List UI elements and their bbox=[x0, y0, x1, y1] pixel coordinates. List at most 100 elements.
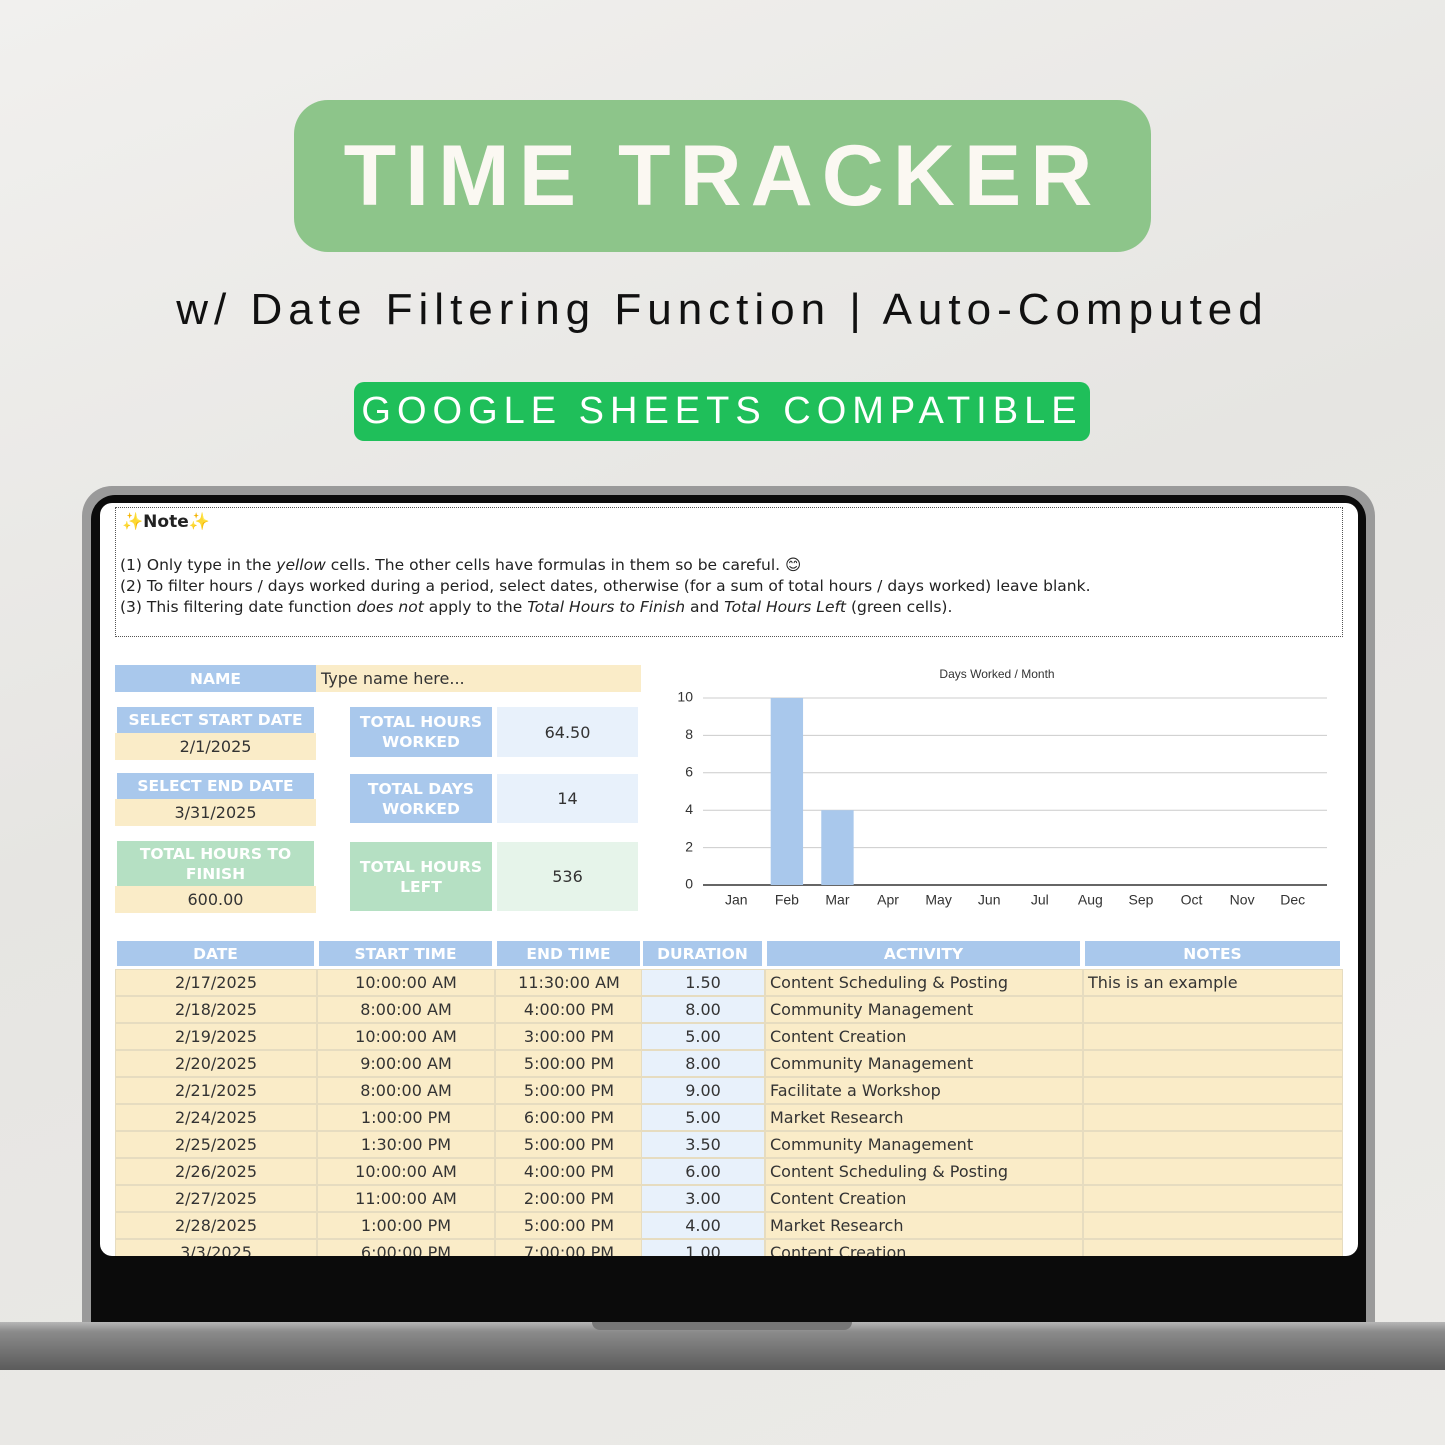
hours-left-label: TOTAL HOURS LEFT bbox=[350, 842, 492, 911]
table-cell: 4:00:00 PM bbox=[495, 996, 643, 1023]
note-text: (green cells). bbox=[846, 598, 953, 616]
table-cell: 11:00:00 AM bbox=[317, 1185, 495, 1212]
table-cell: 2/20/2025 bbox=[115, 1050, 317, 1077]
days-label: TOTAL DAYS WORKED bbox=[350, 774, 492, 823]
table-cell: 9:00:00 AM bbox=[317, 1050, 495, 1077]
chart-title: Days Worked / Month bbox=[939, 667, 1054, 681]
column-header: ACTIVITY bbox=[767, 941, 1080, 966]
name-value[interactable]: Type name here... bbox=[316, 665, 641, 692]
table-cell: 10:00:00 AM bbox=[317, 1158, 495, 1185]
column-header: DURATION bbox=[643, 941, 762, 966]
table-cell: 5:00:00 PM bbox=[495, 1050, 643, 1077]
table-cell: 5:00:00 PM bbox=[495, 1077, 643, 1104]
table-cell: 2/18/2025 bbox=[115, 996, 317, 1023]
table-cell: 2/26/2025 bbox=[115, 1158, 317, 1185]
x-tick-label: Jun bbox=[978, 892, 1001, 908]
start-value[interactable]: 2/1/2025 bbox=[115, 733, 316, 760]
table-cell: 1:00:00 PM bbox=[317, 1104, 495, 1131]
table-cell: Community Management bbox=[765, 1050, 1083, 1077]
note-box: ✨Note✨ (1) Only type in the yellow cells… bbox=[115, 507, 1343, 637]
note-line: (3) This filtering date function does no… bbox=[120, 598, 952, 616]
column-header: START TIME bbox=[319, 941, 492, 966]
table-cell: Content Creation bbox=[765, 1023, 1083, 1050]
x-tick-label: Apr bbox=[877, 892, 899, 908]
laptop-base bbox=[0, 1322, 1445, 1370]
table-cell: This is an example bbox=[1083, 969, 1343, 996]
table-cell: 3:00:00 PM bbox=[495, 1023, 643, 1050]
note-text: (2) To filter hours / days worked during… bbox=[120, 577, 1091, 595]
table-cell: 11:30:00 AM bbox=[495, 969, 643, 996]
x-tick-label: Oct bbox=[1181, 892, 1203, 908]
x-tick-label: Dec bbox=[1280, 892, 1305, 908]
subtitle: w/ Date Filtering Function | Auto-Comput… bbox=[176, 285, 1269, 334]
note-text: yellow bbox=[276, 556, 326, 574]
bar bbox=[821, 810, 854, 885]
note-heading: ✨Note✨ bbox=[122, 512, 210, 532]
laptop-notch bbox=[592, 1322, 852, 1330]
table-cell bbox=[1083, 1212, 1343, 1239]
table-cell: 1:00:00 PM bbox=[317, 1212, 495, 1239]
note-line: (1) Only type in the yellow cells. The o… bbox=[120, 556, 801, 574]
end-value[interactable]: 3/31/2025 bbox=[115, 799, 316, 826]
x-tick-label: Mar bbox=[825, 892, 849, 908]
table-cell: Market Research bbox=[765, 1212, 1083, 1239]
days-value: 14 bbox=[497, 774, 638, 823]
table-cell bbox=[1083, 1131, 1343, 1158]
table-cell: 2/24/2025 bbox=[115, 1104, 317, 1131]
x-tick-label: May bbox=[925, 892, 951, 908]
table-cell bbox=[1083, 1185, 1343, 1212]
table-cell: 6.00 bbox=[641, 1158, 765, 1185]
table-cell: 4.00 bbox=[641, 1212, 765, 1239]
table-cell: 7:00:00 PM bbox=[495, 1239, 643, 1256]
table-cell: Content Creation bbox=[765, 1239, 1083, 1256]
table-cell bbox=[1083, 1050, 1343, 1077]
table-cell: 3/3/2025 bbox=[115, 1239, 317, 1256]
table-cell: 2/28/2025 bbox=[115, 1212, 317, 1239]
table-cell bbox=[1083, 1239, 1343, 1256]
note-text: cells. The other cells have formulas in … bbox=[325, 556, 802, 574]
column-header: END TIME bbox=[497, 941, 640, 966]
table-cell: 5.00 bbox=[641, 1104, 765, 1131]
table-cell: Community Management bbox=[765, 996, 1083, 1023]
table-cell: 2:00:00 PM bbox=[495, 1185, 643, 1212]
table-cell: 3.00 bbox=[641, 1185, 765, 1212]
screen: ✨Note✨ (1) Only type in the yellow cells… bbox=[100, 503, 1358, 1256]
table-cell: Community Management bbox=[765, 1131, 1083, 1158]
table-cell: 9.00 bbox=[641, 1077, 765, 1104]
table-cell: Content Scheduling & Posting bbox=[765, 969, 1083, 996]
table-cell bbox=[1083, 1077, 1343, 1104]
finish-value[interactable]: 600.00 bbox=[115, 886, 316, 913]
note-text: does not bbox=[356, 598, 424, 616]
y-tick-label: 6 bbox=[685, 764, 693, 780]
table-cell: 5:00:00 PM bbox=[495, 1131, 643, 1158]
table-cell: 3.50 bbox=[641, 1131, 765, 1158]
table-cell: 5.00 bbox=[641, 1023, 765, 1050]
note-text: Total Hours to Finish bbox=[527, 598, 686, 616]
hours-left-value: 536 bbox=[497, 842, 638, 911]
table-cell: 2/27/2025 bbox=[115, 1185, 317, 1212]
x-tick-label: Aug bbox=[1078, 892, 1103, 908]
table-cell: 1.50 bbox=[641, 969, 765, 996]
y-tick-label: 10 bbox=[677, 689, 693, 705]
column-header: DATE bbox=[117, 941, 314, 966]
note-text: and bbox=[685, 598, 725, 616]
y-tick-label: 4 bbox=[685, 801, 693, 817]
note-text: Total Hours Left bbox=[724, 598, 847, 616]
table-cell: Market Research bbox=[765, 1104, 1083, 1131]
x-tick-label: Nov bbox=[1230, 892, 1255, 908]
note-text: (3) This filtering date function bbox=[120, 598, 357, 616]
badge: GOOGLE SHEETS COMPATIBLE bbox=[354, 382, 1090, 441]
table-cell: 6:00:00 PM bbox=[317, 1239, 495, 1256]
table-cell: 1:30:00 PM bbox=[317, 1131, 495, 1158]
table-cell bbox=[1083, 1158, 1343, 1185]
table-cell: Content Scheduling & Posting bbox=[765, 1158, 1083, 1185]
hours-worked-value: 64.50 bbox=[497, 707, 638, 757]
note-text: (1) Only type in the bbox=[120, 556, 277, 574]
y-tick-label: 0 bbox=[685, 876, 693, 892]
start-label: SELECT START DATE bbox=[117, 707, 314, 733]
table-cell: 8:00:00 AM bbox=[317, 1077, 495, 1104]
table-cell: 10:00:00 AM bbox=[317, 969, 495, 996]
finish-label: TOTAL HOURS TO FINISH bbox=[117, 841, 314, 886]
note-text: apply to the bbox=[423, 598, 528, 616]
table-cell: 2/21/2025 bbox=[115, 1077, 317, 1104]
